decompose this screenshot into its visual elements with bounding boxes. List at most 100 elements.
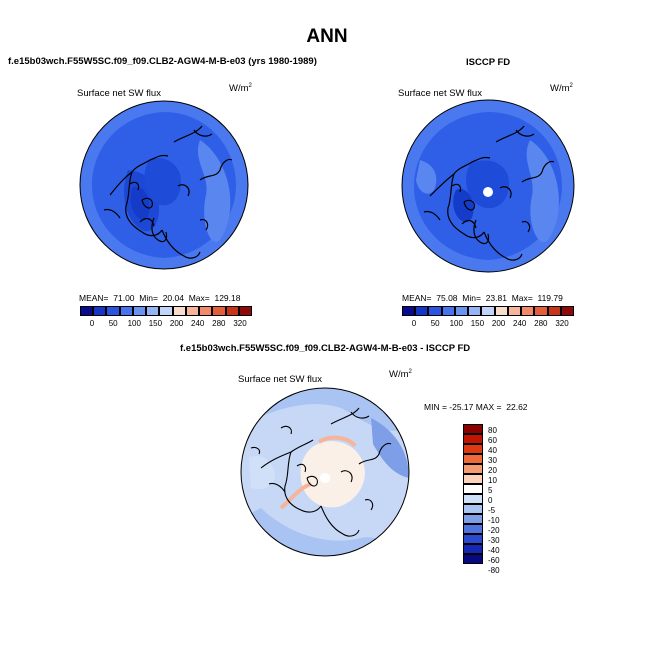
obs-colorbar-swatch [454, 306, 469, 316]
diff-units-label: W/m2 [389, 369, 412, 381]
model-colorbar-swatch [238, 306, 252, 316]
obs-colorbar-swatch [560, 306, 574, 316]
obs-colorbar-tick-label: 50 [430, 319, 440, 328]
obs-colorbar-swatch [494, 306, 508, 316]
obs-min-label: Min= [462, 293, 481, 303]
diff-colorbar-tick-label: -80 [488, 566, 500, 575]
diff-colorbar-tick-label: 80 [488, 426, 497, 435]
diff-colorbar-swatch [463, 494, 483, 504]
diff-max-label: MAX = [475, 402, 502, 412]
map-border [79, 100, 249, 270]
model-variable-label: Surface net SW flux [77, 88, 161, 99]
contour-band-neg10-south [241, 508, 409, 556]
model-colorbar-tick-label: 0 [89, 319, 95, 328]
contour-band-neg20-east [371, 418, 409, 478]
obs-colorbar-swatch [428, 306, 442, 316]
diff-colorbar-swatch [463, 484, 483, 494]
obs-colorbar-swatch [468, 306, 482, 316]
left-panel-title: f.e15b03wch.F55W5SC.f09_f09.CLB2-AGW4-M-… [8, 56, 317, 67]
obs-min-value: 23.81 [485, 293, 507, 303]
model-min-label: Min= [139, 293, 158, 303]
page-title: ANN [306, 26, 348, 47]
diff-colorbar-swatch [463, 524, 483, 534]
contour-band-east [526, 140, 560, 243]
diff-colorbar-swatch [463, 444, 483, 454]
model-polar-map [79, 100, 249, 270]
model-colorbar-swatch [225, 306, 239, 316]
diff-max-value: 22.62 [506, 402, 528, 412]
map-border [401, 99, 575, 273]
obs-colorbar-swatch [547, 306, 561, 316]
obs-colorbar [402, 306, 574, 316]
obs-stats: MEAN= 75.08 Min= 23.81 Max= 119.79 [402, 293, 563, 303]
model-colorbar-tick-label: 50 [108, 319, 118, 328]
contour-band-neutral [300, 441, 365, 508]
obs-colorbar-swatch [507, 306, 522, 316]
model-max-value: 129.18 [214, 293, 241, 303]
obs-mean-value: 75.08 [436, 293, 458, 303]
coastlines [423, 125, 555, 261]
contour-band-dark [130, 186, 150, 221]
model-colorbar-swatch [93, 306, 107, 316]
diff-colorbar-swatch [463, 424, 483, 434]
diff-colorbar-swatch [463, 434, 483, 444]
contour-band-west [416, 160, 437, 194]
diff-colorbar-swatch [463, 474, 483, 484]
model-colorbar-ticks: 0 50 100 150 200 240 280 320 [80, 319, 252, 331]
model-max-label: Max= [188, 293, 210, 303]
diff-colorbar-swatch [463, 454, 483, 464]
model-colorbar-swatch [212, 306, 226, 316]
model-mean-label: MEAN= [79, 293, 109, 303]
diff-polar-map [240, 387, 410, 557]
diff-panel-title: f.e15b03wch.F55W5SC.f09_f09.CLB2-AGW4-M-… [180, 343, 471, 354]
diff-variable-label: Surface net SW flux [238, 374, 322, 385]
model-colorbar-swatch [146, 306, 160, 316]
model-colorbar-tick-label: 100 [127, 319, 141, 328]
obs-max-label: Max= [511, 293, 533, 303]
obs-colorbar-tick-label: 100 [449, 319, 463, 328]
contour-band-neg5-west [249, 455, 276, 490]
obs-mean-label: MEAN= [402, 293, 432, 303]
obs-colorbar-swatch [521, 306, 535, 316]
model-colorbar-swatch [119, 306, 133, 316]
map-border [240, 387, 410, 557]
diff-colorbar-swatch [463, 504, 483, 514]
diff-colorbar-tick-label: 40 [488, 446, 497, 455]
model-colorbar-tick-label: 200 [169, 319, 184, 328]
diff-colorbar-swatch [463, 534, 483, 544]
contour-band-center [466, 160, 510, 209]
model-mean-value: 71.00 [113, 293, 135, 303]
obs-colorbar-swatch [402, 306, 416, 316]
diff-colorbar-swatch [463, 554, 483, 564]
diff-colorbar-tick-label: 60 [488, 436, 497, 445]
diff-colorbar-swatch [463, 514, 483, 524]
contour-band-center [144, 157, 182, 206]
obs-colorbar-tick-label: 200 [491, 319, 506, 328]
model-colorbar-swatch [185, 306, 200, 316]
diff-colorbar-tick-label: -40 [488, 546, 500, 555]
coastlines [250, 407, 392, 537]
diff-colorbar-tick-label: 10 [488, 476, 497, 485]
obs-colorbar-tick-label: 150 [470, 319, 485, 328]
obs-units-label: W/m2 [550, 83, 573, 95]
obs-max-value: 119.79 [537, 293, 563, 303]
pole-missing-data [483, 187, 493, 197]
model-colorbar-tick-label: 240 [191, 319, 205, 328]
diff-colorbar-tick-label: -60 [488, 556, 500, 565]
diff-colorbar-swatch [463, 544, 483, 554]
diff-min-value: -25.17 [449, 402, 474, 412]
obs-variable-label: Surface net SW flux [398, 88, 482, 99]
model-min-value: 20.04 [162, 293, 184, 303]
model-colorbar-swatch [159, 306, 173, 316]
model-colorbar-swatch [80, 306, 94, 316]
diff-colorbar-swatch [463, 464, 483, 474]
diff-colorbar-tick-label: -5 [488, 506, 496, 515]
diff-colorbar-tick-label: 0 [488, 496, 493, 505]
obs-colorbar-tick-label: 0 [411, 319, 417, 328]
contour-band-pos5-arc [279, 482, 312, 510]
model-colorbar-swatch [172, 306, 186, 316]
obs-colorbar-tick-label: 240 [513, 319, 527, 328]
right-panel-title: ISCCP FD [466, 57, 511, 68]
obs-colorbar-tick-label: 320 [555, 319, 569, 328]
contour-band-pos5 [317, 435, 357, 448]
